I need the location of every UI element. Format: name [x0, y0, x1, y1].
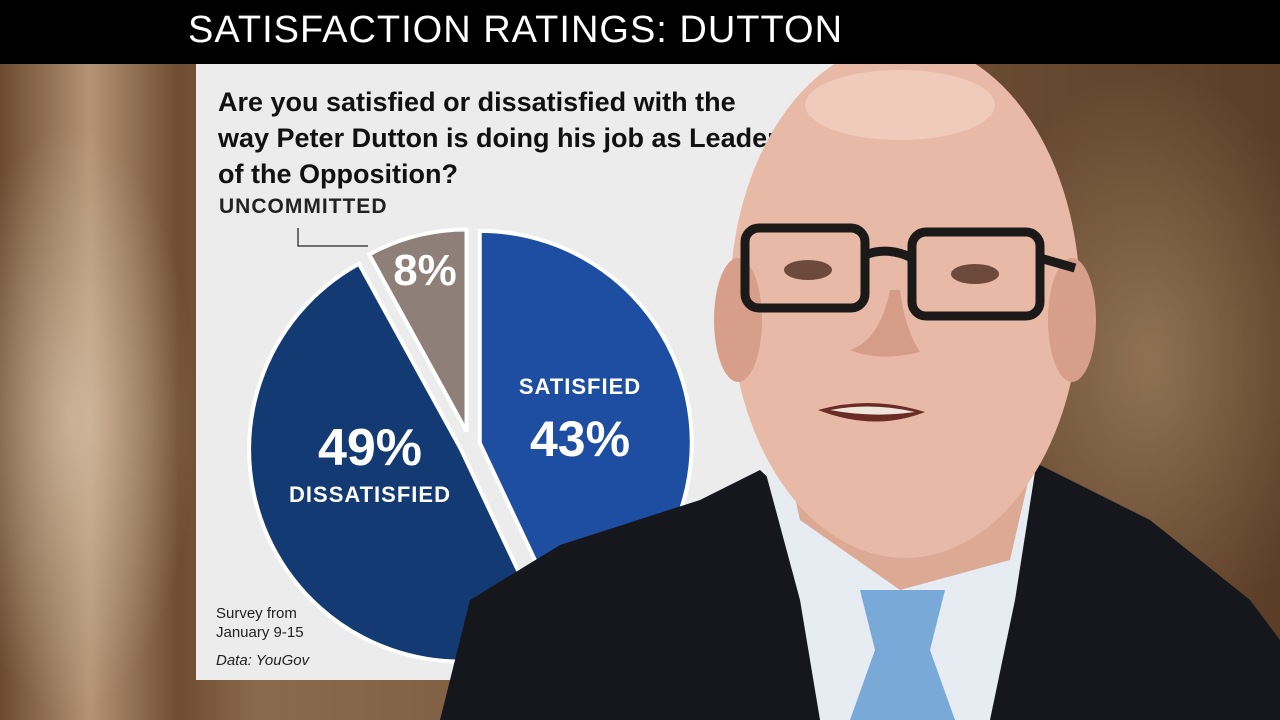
survey-line-2: January 9-15 — [216, 624, 304, 641]
scalp-highlight — [805, 70, 995, 140]
chart-question: Are you satisfied or dissatisfied with t… — [218, 87, 778, 189]
survey-note: Survey from January 9-15 — [216, 604, 304, 642]
left-ear — [714, 258, 762, 382]
glasses-icon — [740, 223, 1077, 321]
tie — [850, 590, 955, 720]
right-eye — [951, 264, 999, 284]
right-ear — [1048, 258, 1096, 382]
uncommitted-leader-line — [297, 228, 368, 247]
page-title: SATISFACTION RATINGS: DUTTON — [188, 9, 844, 51]
head — [730, 42, 1080, 558]
dissatisfied-label: DISSATISFIED — [289, 482, 451, 507]
dissatisfied-value-label: 49% — [317, 419, 423, 477]
satisfied-label: SATISFIED — [518, 374, 642, 399]
data-source: Data: YouGov — [216, 652, 310, 669]
satisfied-value-label: 43% — [529, 411, 631, 467]
left-eye — [784, 260, 832, 280]
uncommitted-value-label: 8% — [393, 246, 457, 295]
survey-line-1: Survey from — [216, 605, 297, 622]
uncommitted-label: UNCOMMITTED — [219, 195, 388, 218]
uncommitted-slice — [366, 227, 469, 433]
teeth — [830, 406, 915, 415]
nose — [850, 290, 920, 357]
title-bar: SATISFACTION RATINGS: DUTTON — [0, 0, 1280, 64]
